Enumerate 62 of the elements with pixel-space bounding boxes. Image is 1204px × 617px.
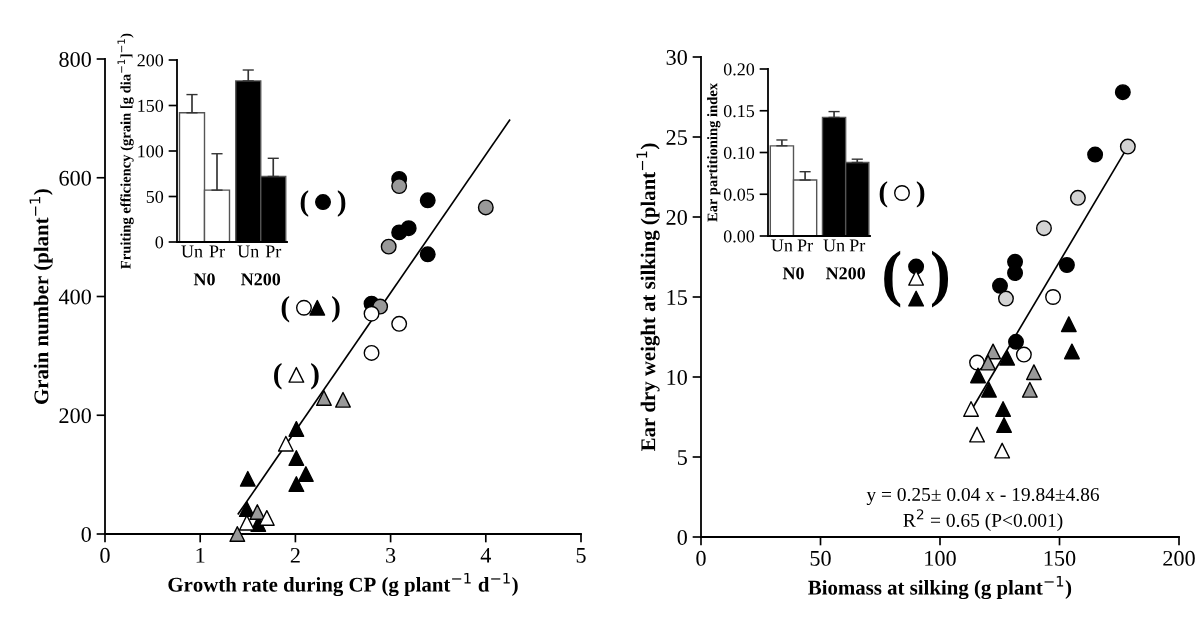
y-axis-title: Fruiting efficiency (grain [g dia$^{−1}$]$^{−1}$) <box>117 33 134 269</box>
annotation: ( <box>300 190 309 217</box>
x-tick-label: 4 <box>480 547 492 563</box>
annotation: N200 <box>241 273 281 286</box>
x-tick-label: 200 <box>1163 550 1195 566</box>
x-tick-label: 150 <box>1044 550 1076 566</box>
y-tick-label: 50 <box>146 190 164 203</box>
annotation: ) <box>332 295 340 323</box>
annotation: N0 <box>193 273 215 286</box>
y-tick-label: 15 <box>667 290 687 305</box>
x-tick-label: Un <box>771 239 793 252</box>
annotation: R$^{2}$ = 0.65 (P<0.001) <box>903 509 1063 531</box>
y-tick-label: 20 <box>666 209 687 225</box>
x-axis-title: Growth rate during CP (g plant$^{−1}$ d$^{−1}$) <box>168 572 518 597</box>
annotation: ) <box>311 363 319 390</box>
y-tick-label: 200 <box>59 408 91 424</box>
y-axis-title: Grain number (plant$^{−1}$) <box>29 189 53 404</box>
x-tick-label: Pr <box>849 239 866 252</box>
x-tick-label: 0 <box>100 547 110 563</box>
y-tick-label: 600 <box>59 170 91 186</box>
annotation: ) <box>932 250 949 308</box>
y-tick-label: 0.20 <box>723 63 755 76</box>
y-tick-label: 0.15 <box>723 105 755 118</box>
annotation: N200 <box>825 267 866 280</box>
y-axis-title: Ear dry weight at silking (plant$^{−1}$) <box>636 143 660 452</box>
annotation: ( <box>274 363 282 390</box>
y-axis-title: Ear partitioning index <box>707 83 721 222</box>
y-tick-label: 150 <box>138 99 164 112</box>
y-tick-label: 0.05 <box>723 188 755 201</box>
y-tick-label: 400 <box>58 289 91 305</box>
x-tick-label: 5 <box>576 548 586 563</box>
annotation: y = 0.25± 0.04 x - 19.84±4.86 <box>866 487 1100 506</box>
annotation: N0 <box>782 267 804 280</box>
x-axis-title: Biomass at silking (g plant$^{−1}$) <box>808 575 1072 600</box>
x-tick-label: Pr <box>797 239 813 252</box>
annotation: ( <box>281 295 290 323</box>
x-tick-label: Un <box>823 239 845 252</box>
y-tick-label: 100 <box>138 145 164 158</box>
annotation: ) <box>916 181 925 208</box>
x-tick-label: Pr <box>209 245 225 258</box>
annotation: ( <box>879 181 888 208</box>
annotation: ( <box>884 250 901 308</box>
x-tick-label: 2 <box>290 547 300 563</box>
y-tick-label: 0.00 <box>723 230 755 243</box>
x-tick-label: Un <box>181 245 203 258</box>
y-tick-label: 25 <box>666 129 687 145</box>
y-tick-label: 5 <box>677 450 687 465</box>
y-tick-label: 0 <box>677 529 687 545</box>
x-tick-label: 1 <box>196 547 205 563</box>
annotation: ) <box>337 190 346 217</box>
x-tick-label: 100 <box>925 550 956 566</box>
y-tick-label: 30 <box>666 49 687 65</box>
y-tick-label: 200 <box>137 54 164 67</box>
y-tick-label: 0.10 <box>723 146 755 160</box>
y-tick-label: 0 <box>81 526 91 542</box>
x-tick-label: 50 <box>810 550 831 566</box>
y-tick-label: 10 <box>667 369 687 385</box>
x-tick-label: 0 <box>696 550 706 566</box>
x-tick-label: Pr <box>265 245 282 258</box>
x-tick-label: 3 <box>386 547 396 563</box>
y-tick-label: 800 <box>59 51 91 67</box>
x-tick-label: Un <box>237 245 260 258</box>
